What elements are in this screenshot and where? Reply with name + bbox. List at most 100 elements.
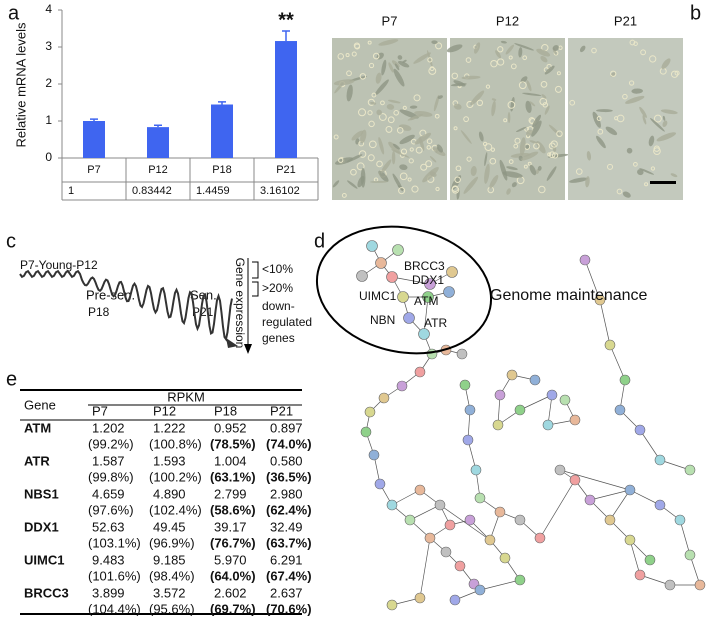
cell (455, 165, 462, 172)
network-node (443, 286, 455, 298)
cell (505, 44, 515, 55)
cell (368, 120, 375, 128)
network-node (506, 369, 518, 381)
rpkm-value: 1.587 (92, 453, 125, 468)
gene-name: NBS1 (24, 486, 59, 501)
network-node (559, 394, 571, 406)
network-node (494, 506, 506, 518)
rpkm-percent: (103.1%) (88, 535, 141, 550)
x-tick-label: P18 (212, 164, 232, 176)
cell (527, 161, 532, 166)
cell (514, 137, 521, 144)
cluster-label: Genome maintenance (490, 287, 648, 304)
cell (579, 45, 586, 53)
rpkm-value: 3.899 (92, 585, 125, 600)
cell (529, 101, 536, 107)
rpkm-value: 4.890 (153, 486, 186, 501)
cell (426, 138, 433, 144)
cell (429, 171, 437, 177)
network-node (492, 419, 504, 431)
cell (644, 182, 649, 187)
cell (353, 42, 361, 49)
gene-label: BRCC3 (404, 259, 445, 273)
network-node (464, 514, 476, 526)
network-edge (609, 489, 631, 521)
network-edge (609, 344, 626, 381)
y-tick-label: 2 (45, 76, 52, 90)
network-node (584, 494, 596, 506)
network-node (569, 414, 581, 426)
cell (396, 127, 404, 134)
network-node (604, 514, 616, 526)
rpkm-value: 49.45 (153, 519, 186, 534)
error-bar (90, 118, 98, 121)
network-edge (479, 579, 521, 591)
cell (367, 98, 375, 106)
cell (536, 48, 551, 57)
network-node (375, 257, 387, 269)
network-node (464, 404, 476, 416)
rpkm-percent: (101.6%) (88, 568, 141, 583)
network-node (403, 312, 415, 324)
bracket (252, 261, 259, 297)
network-edge (519, 394, 553, 411)
cell (338, 157, 344, 163)
cell (346, 70, 352, 77)
gene-name: ATM (24, 420, 51, 435)
network-node (624, 484, 636, 496)
network-node (356, 270, 368, 282)
rpkm-percent: (102.4%) (149, 502, 202, 517)
network-node (554, 464, 566, 476)
cell (506, 188, 511, 195)
cell (391, 151, 396, 165)
cell (523, 164, 528, 169)
network-node (514, 514, 526, 526)
legend-text: regulated (262, 315, 312, 329)
rpkm-value: 52.63 (92, 519, 125, 534)
cell (392, 143, 401, 150)
network-edge (679, 519, 691, 556)
cell (398, 60, 410, 68)
cell (435, 186, 440, 192)
cell (485, 84, 491, 89)
cell (368, 140, 377, 149)
cell (380, 159, 392, 174)
cell (569, 99, 576, 106)
cell (358, 150, 367, 158)
cell (540, 81, 548, 88)
network-node (418, 328, 430, 340)
network-node (664, 579, 676, 591)
error-bar (218, 101, 226, 105)
y-tick-label: 0 (45, 150, 52, 164)
cell (592, 111, 601, 128)
network-node (374, 478, 386, 490)
rpkm-percent: (58.6%) (210, 502, 256, 517)
network-node (424, 532, 436, 544)
cell (616, 114, 625, 123)
rpkm-value: 1.004 (214, 453, 247, 468)
cell (453, 103, 462, 110)
network-node (422, 291, 434, 303)
gene-name: DDX1 (24, 519, 59, 534)
network-node (542, 419, 554, 431)
cell (372, 52, 380, 60)
cell (585, 176, 590, 188)
cell (500, 40, 507, 44)
table-value: 0.83442 (132, 185, 172, 197)
network-node (684, 464, 696, 476)
gene-label: NBN (370, 313, 395, 327)
cell (376, 109, 382, 116)
cell (374, 79, 389, 96)
network-node (360, 426, 372, 438)
cell (596, 116, 602, 121)
scale-bar (650, 181, 676, 184)
network-edge (584, 259, 601, 301)
cell (502, 171, 523, 178)
stage-label: P7-Young-P12 (20, 258, 98, 272)
rpkm-percent: (70.6%) (266, 601, 312, 616)
network-node (414, 484, 426, 496)
network-node (434, 499, 446, 511)
cell (341, 192, 347, 198)
network-node (634, 424, 646, 436)
cell (460, 130, 472, 144)
